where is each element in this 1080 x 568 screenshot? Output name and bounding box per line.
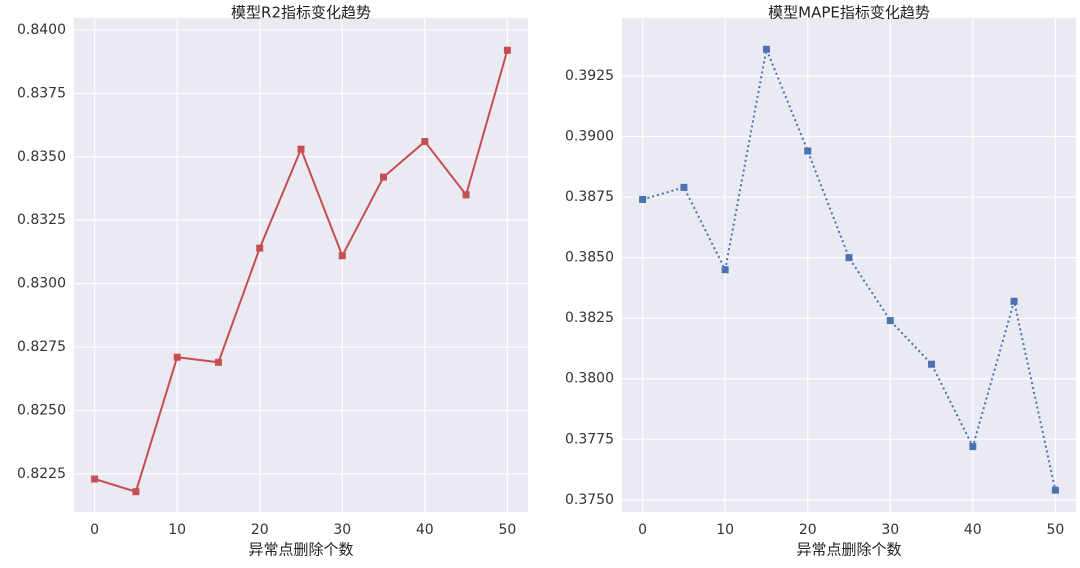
y-tick-label: 0.3800 — [565, 371, 614, 387]
y-tick-label: 0.8225 — [17, 466, 66, 482]
data-marker — [256, 244, 264, 252]
data-marker — [132, 488, 140, 496]
data-marker — [969, 443, 977, 451]
x-tick-label: 30 — [881, 522, 899, 538]
data-marker — [421, 138, 429, 146]
data-marker — [462, 191, 470, 199]
x-axis-label: 异常点删除个数 — [248, 541, 353, 559]
y-tick-label: 0.8325 — [17, 212, 66, 228]
data-marker — [721, 266, 729, 274]
y-tick-label: 0.8350 — [17, 149, 66, 165]
data-marker — [338, 252, 346, 260]
x-tick-label: 20 — [251, 522, 269, 538]
data-marker — [380, 173, 388, 181]
y-tick-label: 0.3825 — [565, 310, 614, 326]
x-tick-label: 0 — [90, 522, 99, 538]
data-marker — [680, 183, 688, 191]
y-tick-label: 0.3925 — [565, 68, 614, 84]
x-tick-label: 40 — [964, 522, 982, 538]
x-tick-label: 50 — [498, 522, 516, 538]
data-line — [642, 45, 1057, 491]
data-marker — [928, 360, 936, 368]
data-marker — [1051, 486, 1059, 494]
data-marker — [214, 358, 222, 366]
plot-area — [74, 18, 528, 512]
x-tick-label: 20 — [799, 522, 817, 538]
x-axis-label: 异常点删除个数 — [796, 541, 901, 559]
data-marker — [173, 353, 181, 361]
y-tick-label: 0.8250 — [17, 403, 66, 419]
y-tick-label: 0.3750 — [565, 492, 614, 508]
y-tick-label: 0.8375 — [17, 85, 66, 101]
chart-title: 模型R2指标变化趋势 — [231, 4, 371, 22]
data-marker — [1010, 297, 1018, 305]
y-tick-label: 0.3900 — [565, 128, 614, 144]
data-marker — [639, 195, 647, 203]
x-tick-label: 0 — [638, 522, 647, 538]
data-marker — [91, 475, 99, 483]
data-marker — [762, 45, 770, 53]
y-tick-label: 0.8300 — [17, 276, 66, 292]
x-tick-label: 40 — [416, 522, 434, 538]
x-tick-label: 10 — [716, 522, 734, 538]
y-tick-label: 0.3850 — [565, 250, 614, 266]
data-marker — [886, 317, 894, 325]
data-marker — [845, 254, 853, 262]
x-tick-label: 30 — [333, 522, 351, 538]
y-tick-label: 0.8275 — [17, 339, 66, 355]
y-tick-label: 0.8400 — [17, 22, 66, 38]
plot-area — [622, 18, 1076, 512]
data-marker — [804, 147, 812, 155]
chart-title: 模型MAPE指标变化趋势 — [768, 4, 930, 22]
y-tick-label: 0.3875 — [565, 189, 614, 205]
x-tick-label: 10 — [168, 522, 186, 538]
data-marker — [297, 145, 305, 153]
y-tick-label: 0.3775 — [565, 431, 614, 447]
data-marker — [503, 46, 511, 54]
x-tick-label: 50 — [1046, 522, 1064, 538]
